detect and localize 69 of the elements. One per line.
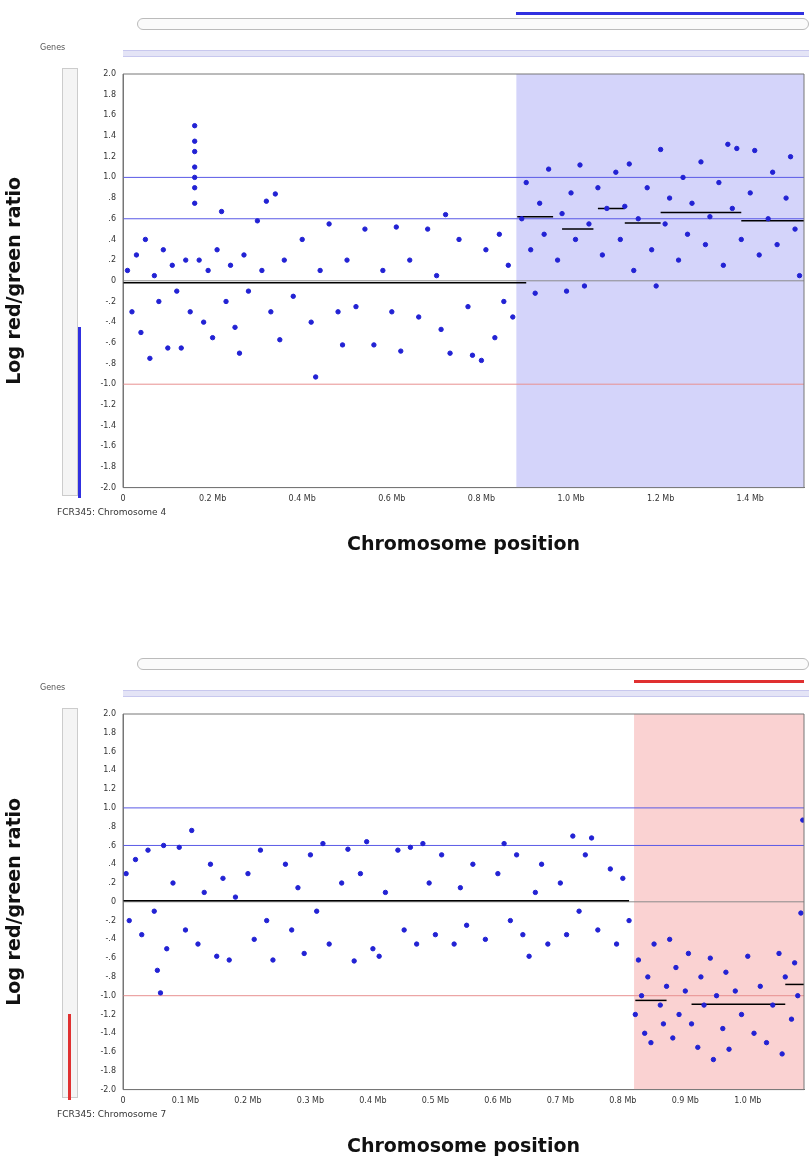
text: FCR345: Chromosome 7 xyxy=(57,1108,167,1120)
x-tick-label: 1.0 Mb xyxy=(557,494,585,504)
x-tick-label: 0.4 Mb xyxy=(288,494,316,504)
x-tick-label: 0.9 Mb xyxy=(671,1096,699,1106)
y-tick-label: 1.4 xyxy=(103,131,116,141)
y-tick-label: -1.2 xyxy=(100,399,116,409)
x-tick-label: 0.8 Mb xyxy=(467,494,496,504)
y-tick-label: -2.0 xyxy=(100,482,116,492)
y-tick-label: -.4 xyxy=(105,934,116,944)
x-tick-label: 0.4 Mb xyxy=(359,1096,387,1106)
y-tick-label: -.2 xyxy=(105,296,116,306)
x-tick-label: 0.1 Mb xyxy=(171,1096,200,1106)
x-tick-label: 1.4 Mb xyxy=(736,494,764,504)
text: Genes xyxy=(40,43,66,53)
text: FCR345: Chromosome 4 xyxy=(57,506,167,518)
y-tick-label: 1.2 xyxy=(103,784,116,794)
x-tick-label: 0.6 Mb xyxy=(378,494,406,504)
y-tick-label: .8 xyxy=(108,821,116,831)
x-tick-label: 0.3 Mb xyxy=(296,1096,325,1106)
y-tick-label: -.4 xyxy=(105,317,116,327)
y-tick-label: 0 xyxy=(110,896,116,906)
y-tick-label: -1.8 xyxy=(100,462,116,471)
y-tick-label: -1.0 xyxy=(100,379,116,389)
x-tick-label: 0.7 Mb xyxy=(546,1096,574,1106)
y-tick-label: -2.0 xyxy=(100,1084,116,1094)
x-tick-label: 1.0 Mb xyxy=(734,1096,762,1106)
y-tick-label: -1.6 xyxy=(100,441,116,451)
x-tick-label: 0.6 Mb xyxy=(484,1096,512,1106)
x-tick-label: 0 xyxy=(120,1096,126,1106)
y-tick-label: .6 xyxy=(108,213,116,223)
x-tick-label: 0.2 Mb xyxy=(198,494,227,504)
y-tick-label: -1.2 xyxy=(100,1009,116,1019)
y-tick-label: -.8 xyxy=(105,358,116,368)
y-tick-label: .2 xyxy=(108,255,116,265)
y-axis-title: Log red/green ratio xyxy=(2,176,25,385)
x-tick-label: 0.2 Mb xyxy=(234,1096,262,1106)
y-tick-label: -.8 xyxy=(105,972,116,981)
x-axis-title: Chromosome position xyxy=(346,1133,581,1156)
x-axis-title: Chromosome position xyxy=(346,531,581,554)
y-tick-label: 1.8 xyxy=(103,89,116,99)
y-tick-label: 1.4 xyxy=(103,765,116,775)
y-tick-label: 1.0 xyxy=(103,802,116,812)
y-tick-label: -1.4 xyxy=(100,1028,116,1038)
x-tick-label: 1.2 Mb xyxy=(647,494,675,504)
y-tick-label: 1.6 xyxy=(103,746,116,756)
y-tick-label: -.6 xyxy=(105,337,116,347)
y-tick-label: .6 xyxy=(108,840,116,850)
text: Genes xyxy=(40,683,66,693)
y-tick-label: 1.6 xyxy=(103,110,116,120)
y-tick-label: 2.0 xyxy=(103,709,116,719)
y-tick-label: .4 xyxy=(108,234,116,244)
y-tick-label: 1.2 xyxy=(103,151,116,161)
y-tick-label: .8 xyxy=(108,193,116,203)
y-tick-label: 1.8 xyxy=(103,727,116,737)
y-tick-label: .4 xyxy=(108,859,116,869)
y-tick-label: .2 xyxy=(108,878,116,888)
y-tick-label: -1.0 xyxy=(100,990,116,1000)
x-tick-label: 0 xyxy=(120,494,126,504)
y-tick-label: -1.8 xyxy=(100,1065,116,1075)
y-tick-label: -.2 xyxy=(105,915,116,925)
y-tick-label: 0 xyxy=(110,275,116,285)
y-tick-label: 1.0 xyxy=(103,172,116,182)
y-tick-label: -1.6 xyxy=(100,1047,116,1057)
y-tick-label: -1.4 xyxy=(100,420,116,430)
x-tick-label: 0.8 Mb xyxy=(609,1096,637,1106)
x-tick-label: 0.5 Mb xyxy=(421,1096,450,1106)
y-axis-title: Log red/green ratio xyxy=(2,797,25,1006)
y-tick-label: 2.0 xyxy=(103,69,116,79)
y-tick-label: -.6 xyxy=(105,953,116,963)
